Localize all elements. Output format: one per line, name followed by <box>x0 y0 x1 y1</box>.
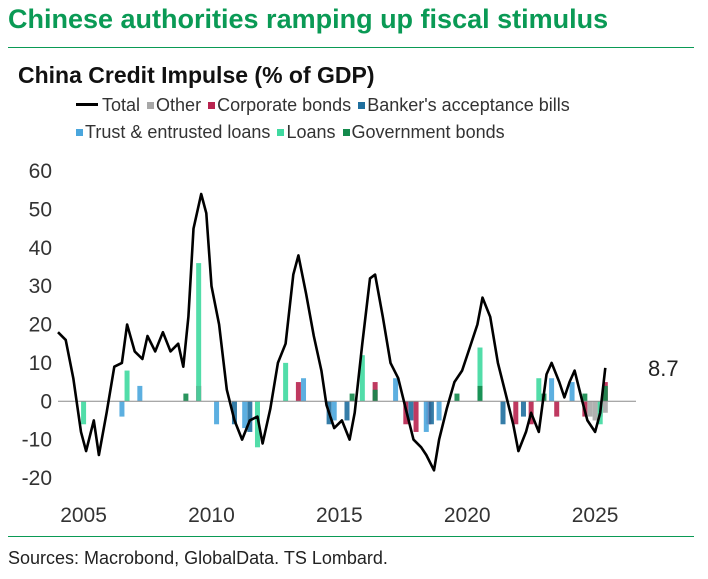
bar-government-bonds <box>372 389 378 402</box>
y-tick-label: 30 <box>29 275 52 298</box>
bar-government-bonds <box>349 393 355 402</box>
legend-row-2: Trust & entrusted loans Loans Government… <box>76 119 676 146</box>
bar-corporate-bonds <box>554 401 560 417</box>
legend-label-government-bonds: Government bonds <box>351 122 505 142</box>
bar-banker-s-acceptance-bills <box>231 401 237 425</box>
legend-item-corporate-bonds: Corporate bonds <box>208 92 351 119</box>
bar-banker-s-acceptance-bills <box>344 401 350 421</box>
bar-banker-s-acceptance-bills <box>520 401 526 417</box>
headline: Chinese authorities ramping up fiscal st… <box>8 4 609 34</box>
bar-corporate-bonds <box>413 401 419 432</box>
y-tick-label: -10 <box>22 429 52 452</box>
x-axis-ticks: 2005 2010 2015 2020 2025 <box>60 504 618 527</box>
legend-swatch-trust-loans <box>76 129 83 136</box>
y-tick-label: 20 <box>29 314 52 337</box>
y-tick-label: 0 <box>40 390 52 413</box>
x-tick-label: 2010 <box>188 504 235 527</box>
bar-other <box>587 401 593 417</box>
bottom-divider <box>8 536 694 537</box>
bar-corporate-bonds <box>426 401 432 425</box>
bar-trust-entrusted-loans <box>137 385 143 402</box>
legend-swatch-bankers-acceptance <box>358 102 366 109</box>
y-tick-label: 10 <box>29 352 52 375</box>
bar-trust-entrusted-loans <box>119 401 125 417</box>
bar-government-bonds <box>454 393 460 402</box>
bar-trust-entrusted-loans <box>549 378 555 402</box>
legend-swatch-government-bonds <box>342 129 350 136</box>
top-divider <box>8 47 694 48</box>
legend-swatch-other <box>147 102 155 109</box>
bar-banker-s-acceptance-bills <box>247 401 253 432</box>
bar-loans <box>81 401 87 425</box>
x-tick-label: 2025 <box>572 504 619 527</box>
bar-banker-s-acceptance-bills <box>500 401 506 425</box>
legend-label-other: Other <box>156 95 202 115</box>
x-tick-label: 2015 <box>316 504 363 527</box>
bar-loans <box>196 263 202 402</box>
bar-corporate-bonds <box>513 401 519 425</box>
bar-loans <box>254 401 260 448</box>
bar-trust-entrusted-loans <box>423 401 429 432</box>
bar-trust-entrusted-loans <box>242 401 248 429</box>
legend-label-loans: Loans <box>286 122 336 142</box>
legend-swatch-total <box>76 103 98 106</box>
bar-loans <box>124 370 130 402</box>
bar-government-bonds <box>602 385 608 402</box>
legend: Total Other Corporate bonds Banker's acc… <box>76 92 676 146</box>
bar-loans <box>359 355 365 402</box>
bar-trust-entrusted-loans <box>331 401 337 421</box>
x-tick-label: 2020 <box>444 504 491 527</box>
legend-label-trust-loans: Trust & entrusted loans <box>85 122 271 142</box>
legend-item-total: Total <box>76 92 140 119</box>
bar-trust-entrusted-loans <box>569 382 575 402</box>
y-tick-label: 60 <box>29 160 52 183</box>
legend-item-loans: Loans <box>277 119 336 146</box>
bar-loans <box>536 378 542 402</box>
y-tick-label: -20 <box>22 467 52 490</box>
legend-label-bankers-acceptance: Banker's acceptance bills <box>367 95 570 115</box>
series-line-total <box>57 192 607 472</box>
x-tick-label: 2005 <box>60 504 107 527</box>
legend-item-government-bonds: Government bonds <box>342 119 505 146</box>
legend-item-other: Other <box>147 92 201 119</box>
bar-trust-entrusted-loans <box>214 401 220 425</box>
legend-item-bankers-acceptance: Banker's acceptance bills <box>358 92 570 119</box>
y-axis-ticks: 60 50 40 30 20 10 0 -10 -20 <box>22 160 52 490</box>
y-tick-label: 50 <box>29 198 52 221</box>
legend-row-1: Total Other Corporate bonds Banker's acc… <box>76 92 676 119</box>
bar-trust-entrusted-loans <box>301 378 307 402</box>
end-value-label: 8.7 <box>648 356 679 381</box>
legend-item-trust-loans: Trust & entrusted loans <box>76 119 270 146</box>
source-note: Sources: Macrobond, GlobalData. TS Lomba… <box>8 548 388 568</box>
y-tick-label: 40 <box>29 237 52 260</box>
legend-label-corporate-bonds: Corporate bonds <box>217 95 352 115</box>
bar-corporate-bonds <box>295 382 301 402</box>
bar-other <box>602 401 608 413</box>
bar-government-bonds <box>477 385 483 402</box>
bar-loans <box>283 362 289 402</box>
bar-loans <box>477 347 483 402</box>
chart-title: China Credit Impulse (% of GDP) <box>18 62 375 88</box>
legend-label-total: Total <box>102 95 141 115</box>
bar-banker-s-acceptance-bills <box>408 401 414 421</box>
legend-swatch-corporate-bonds <box>208 102 216 109</box>
bar-other <box>592 401 598 421</box>
bar-banker-s-acceptance-bills <box>428 401 434 425</box>
bar-trust-entrusted-loans <box>393 378 399 402</box>
bar-trust-entrusted-loans <box>436 401 442 421</box>
bar-government-bonds <box>183 393 189 402</box>
bar-government-bonds <box>582 393 588 402</box>
legend-swatch-loans <box>277 129 285 136</box>
